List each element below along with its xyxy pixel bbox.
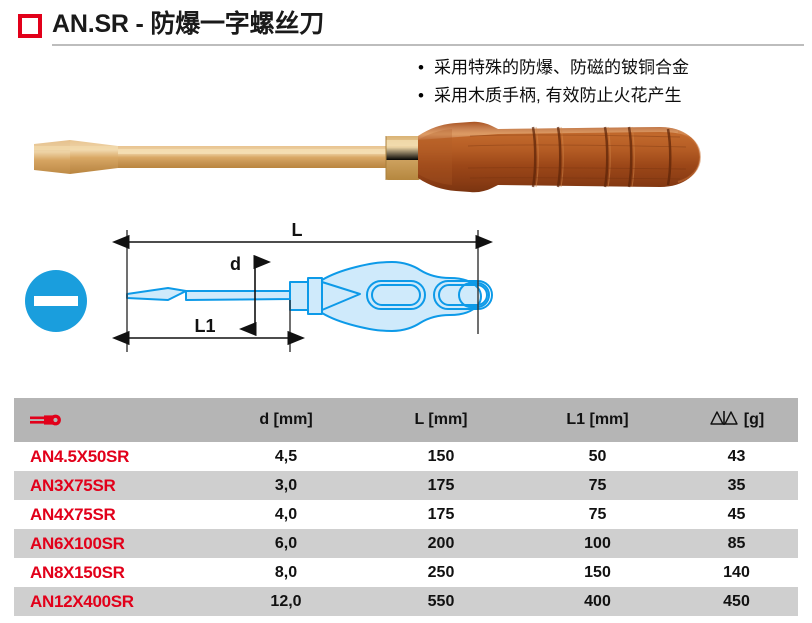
cell-weight: 43 (675, 442, 798, 471)
cell-code: AN4X75SR (14, 500, 210, 529)
cell-l1: 100 (520, 529, 675, 558)
cell-code: AN6X100SR (14, 529, 210, 558)
cell-d: 4,5 (210, 442, 362, 471)
table-row: AN3X75SR 3,0 175 75 35 (14, 471, 798, 500)
list-item: • 采用木质手柄, 有效防止火花产生 (418, 84, 800, 108)
cell-code: AN4.5X50SR (14, 442, 210, 471)
cell-l1: 50 (520, 442, 675, 471)
table-header-row: d [mm] L [mm] L1 [mm] [g] (14, 398, 798, 442)
cell-weight: 140 (675, 558, 798, 587)
dimension-label-L1: L1 (194, 316, 215, 336)
cell-l: 550 (362, 587, 520, 616)
specifications-table: d [mm] L [mm] L1 [mm] [g] (14, 398, 798, 616)
table-row: AN4X75SR 4,0 175 75 45 (14, 500, 798, 529)
cell-l: 175 (362, 500, 520, 529)
bullet-icon: • (418, 86, 424, 105)
balance-scale-icon (709, 409, 739, 432)
cell-d: 3,0 (210, 471, 362, 500)
product-photo (34, 121, 702, 193)
slotted-head-type-icon (25, 270, 87, 332)
cell-l: 200 (362, 529, 520, 558)
title-divider (52, 44, 804, 46)
cell-l1: 400 (520, 587, 675, 616)
cell-d: 4,0 (210, 500, 362, 529)
table-row: AN6X100SR 6,0 200 100 85 (14, 529, 798, 558)
cell-d: 6,0 (210, 529, 362, 558)
dimension-label-L: L (292, 222, 303, 240)
column-header-d: d [mm] (210, 398, 362, 442)
cell-code: AN12X400SR (14, 587, 210, 616)
screwdriver-reference-icon (30, 412, 210, 428)
column-header-weight: [g] (675, 398, 798, 442)
bullet-icon: • (418, 58, 424, 77)
cell-d: 8,0 (210, 558, 362, 587)
weight-unit-label: [g] (743, 411, 765, 428)
table-row: AN12X400SR 12,0 550 400 450 (14, 587, 798, 616)
column-header-code (14, 398, 210, 442)
cell-weight: 35 (675, 471, 798, 500)
feature-text: 采用特殊的防爆、防磁的铍铜合金 (434, 58, 689, 77)
cell-code: AN3X75SR (14, 471, 210, 500)
cell-l1: 75 (520, 471, 675, 500)
feature-list: • 采用特殊的防爆、防磁的铍铜合金 • 采用木质手柄, 有效防止火花产生 (418, 56, 800, 112)
cell-l: 250 (362, 558, 520, 587)
cell-weight: 450 (675, 587, 798, 616)
cell-l: 175 (362, 471, 520, 500)
page-header: AN.SR - 防爆一字螺丝刀 (0, 0, 812, 48)
cell-weight: 85 (675, 529, 798, 558)
cell-code: AN8X150SR (14, 558, 210, 587)
screwdriver-dimension-drawing: L L1 d (112, 222, 493, 352)
feature-text: 采用木质手柄, 有效防止火花产生 (434, 86, 682, 105)
list-item: • 采用特殊的防爆、防磁的铍铜合金 (418, 56, 800, 80)
column-header-l: L [mm] (362, 398, 520, 442)
table-row: AN8X150SR 8,0 250 150 140 (14, 558, 798, 587)
cell-weight: 45 (675, 500, 798, 529)
column-header-l1: L1 [mm] (520, 398, 675, 442)
page-title: AN.SR - 防爆一字螺丝刀 (52, 10, 325, 38)
red-square-icon (18, 14, 42, 38)
table-row: AN4.5X50SR 4,5 150 50 43 (14, 442, 798, 471)
cell-d: 12,0 (210, 587, 362, 616)
dimension-label-d: d (230, 254, 241, 274)
cell-l1: 150 (520, 558, 675, 587)
cell-l1: 75 (520, 500, 675, 529)
cell-l: 150 (362, 442, 520, 471)
